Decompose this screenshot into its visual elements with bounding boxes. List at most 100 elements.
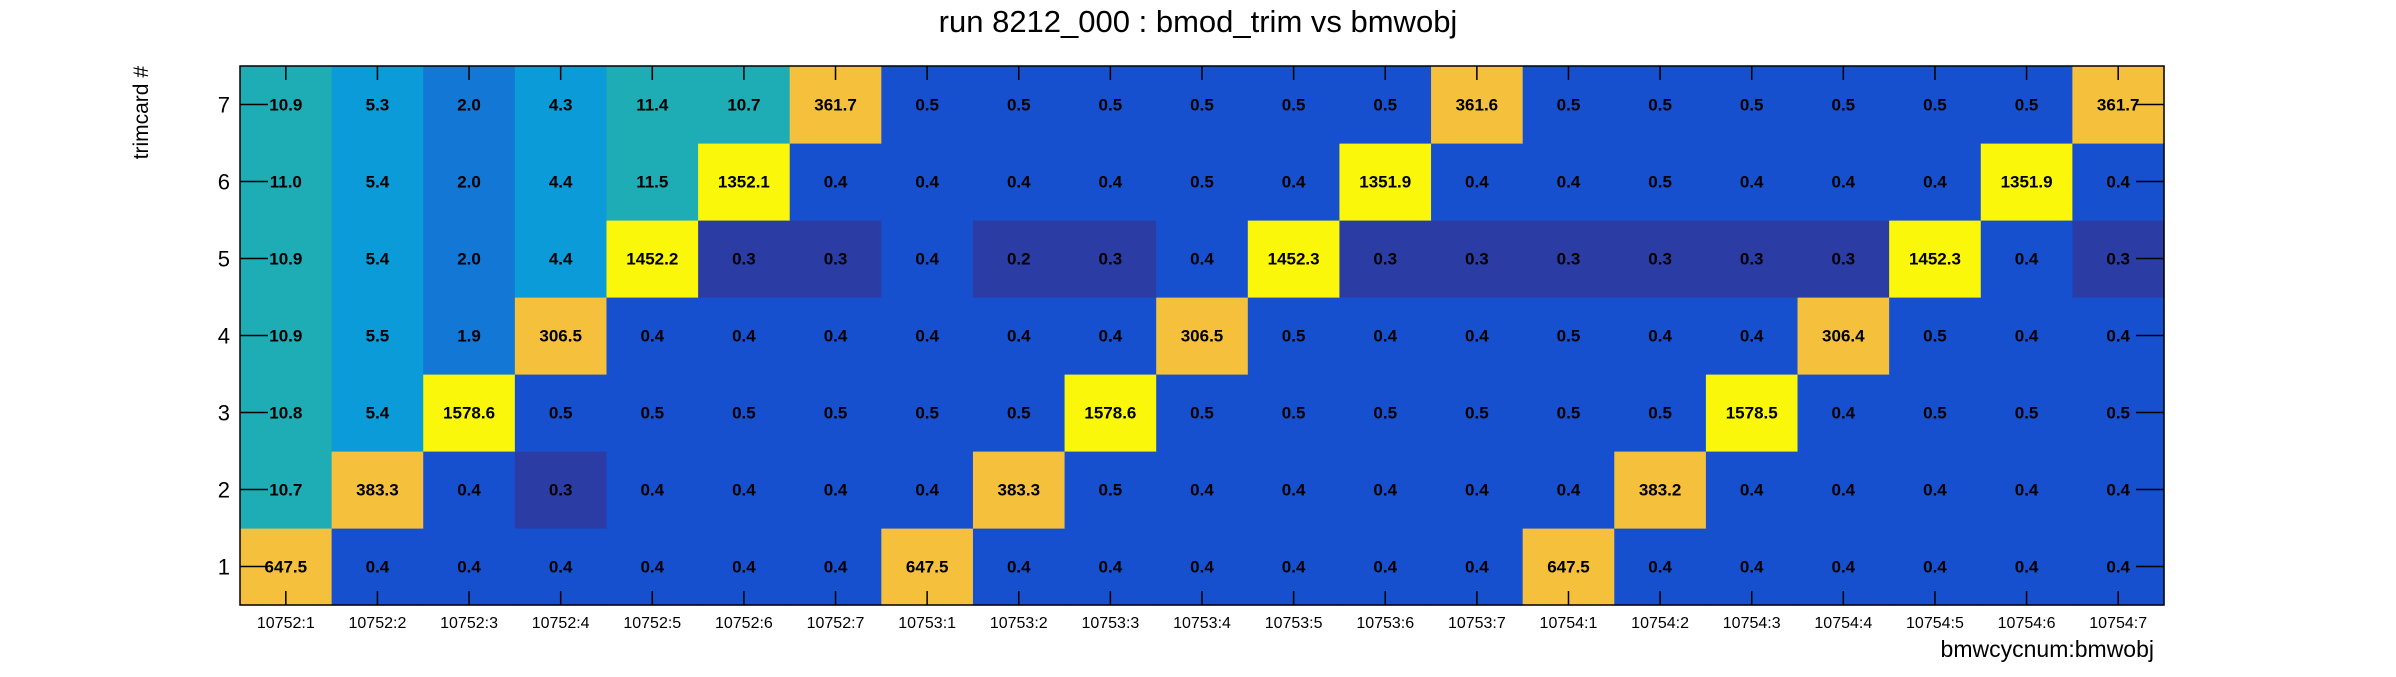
cell-value-label: 5.4 (366, 404, 390, 423)
heatmap-cell (1156, 143, 1249, 221)
cell-value-label: 1578.5 (1726, 404, 1778, 423)
cell-value-label: 0.5 (1557, 404, 1581, 423)
x-tick-label: 10752:2 (349, 615, 407, 632)
cell-value-label: 0.4 (2106, 558, 2130, 577)
cell-value-label: 0.4 (1648, 327, 1672, 346)
cell-value-label: 306.4 (1822, 327, 1865, 346)
cell-value-label: 0.5 (732, 404, 756, 423)
cell-value-label: 0.5 (1190, 96, 1214, 115)
cell-value-label: 4.4 (549, 173, 573, 192)
heatmap-cell (1614, 374, 1707, 452)
heatmap-cell (1064, 297, 1157, 375)
cell-value-label: 0.4 (457, 481, 481, 500)
heatmap-cell (881, 297, 974, 375)
x-tick-label: 10754:2 (1631, 615, 1689, 632)
cell-value-label: 0.4 (1648, 558, 1672, 577)
heatmap-cell (423, 451, 516, 529)
cell-value-label: 0.4 (824, 481, 848, 500)
cell-value-label: 2.0 (457, 173, 481, 192)
y-axis-label: trimcard # (130, 66, 153, 160)
cell-value-label: 0.4 (1373, 558, 1397, 577)
cell-value-label: 10.9 (269, 327, 302, 346)
cell-value-label: 0.4 (549, 558, 573, 577)
cell-value-label: 0.5 (915, 404, 939, 423)
heatmap-cell (1247, 374, 1341, 452)
x-tick-label: 10752:6 (715, 615, 773, 632)
x-tick-label: 10754:5 (1906, 615, 1964, 632)
cell-value-label: 0.3 (1373, 250, 1397, 269)
cell-value-label: 306.5 (1181, 327, 1224, 346)
cell-value-label: 361.7 (2097, 96, 2140, 115)
heatmap-cell (423, 220, 516, 298)
cell-value-label: 0.4 (2106, 173, 2130, 192)
cell-value-label: 0.5 (1648, 404, 1672, 423)
heatmap-cell (1889, 451, 1982, 529)
heatmap-cell (1064, 451, 1157, 529)
cell-value-label: 1452.2 (626, 250, 678, 269)
cell-value-label: 0.3 (1832, 250, 1856, 269)
heatmap-cell (1339, 451, 1432, 529)
cell-value-label: 0.4 (1832, 558, 1856, 577)
y-tick-label: 7 (218, 93, 230, 118)
heatmap-cell (1980, 374, 2073, 452)
cell-value-label: 0.5 (1007, 96, 1031, 115)
heatmap-cell (1064, 374, 1157, 452)
cell-value-label: 1351.9 (2001, 173, 2053, 192)
heatmap-cell (1522, 451, 1615, 529)
cell-value-label: 0.5 (1557, 327, 1581, 346)
cell-value-label: 0.4 (1282, 558, 1306, 577)
y-tick-label: 4 (218, 324, 230, 349)
cell-value-label: 1352.1 (718, 173, 770, 192)
heatmap-cell (331, 297, 424, 375)
heatmap-cell (1980, 297, 2073, 375)
x-tick-label: 10753:2 (990, 615, 1048, 632)
x-tick-label: 10752:3 (440, 615, 498, 632)
cell-value-label: 0.3 (1557, 250, 1581, 269)
cell-value-label: 0.5 (1282, 96, 1306, 115)
heatmap-cell (1156, 374, 1249, 452)
heatmap-cell (1614, 451, 1707, 529)
cell-value-label: 0.5 (1557, 96, 1581, 115)
cell-value-label: 0.3 (2106, 250, 2130, 269)
cell-value-label: 0.4 (1282, 481, 1306, 500)
heatmap-cell (1431, 374, 1524, 452)
cell-value-label: 0.5 (1190, 173, 1214, 192)
cell-value-label: 0.5 (549, 404, 573, 423)
heatmap-cell (972, 374, 1066, 452)
heatmap-cell (331, 143, 424, 221)
cell-value-label: 11.5 (636, 173, 668, 192)
heatmap-cell (698, 374, 791, 452)
cell-value-label: 0.4 (1099, 558, 1123, 577)
heatmap-cell (1064, 143, 1157, 221)
cell-value-label: 0.5 (640, 404, 664, 423)
chart-title: run 8212_000 : bmod_trim vs bmwobj (939, 4, 1458, 39)
cell-value-label: 0.4 (1282, 173, 1306, 192)
cell-value-label: 1452.3 (1909, 250, 1961, 269)
heatmap-cell (1247, 143, 1341, 221)
heatmap-cell (1156, 220, 1249, 298)
heatmap-cell (789, 297, 882, 375)
heatmap-cell (972, 143, 1066, 221)
cell-value-label: 0.4 (824, 173, 848, 192)
x-tick-label: 10754:3 (1723, 615, 1781, 632)
x-tick-label: 10754:4 (1814, 615, 1872, 632)
heatmap-cell (1247, 297, 1341, 375)
x-tick-label: 10753:6 (1356, 615, 1414, 632)
cell-value-label: 1351.9 (1359, 173, 1411, 192)
cell-value-label: 10.7 (727, 96, 760, 115)
y-tick-label: 5 (218, 247, 230, 272)
cell-value-label: 0.4 (915, 327, 939, 346)
heatmap-cell (789, 374, 882, 452)
cell-value-label: 647.5 (906, 558, 949, 577)
heatmap-cell (1797, 374, 1890, 452)
heatmap-cell (514, 143, 608, 221)
y-tick-labels: 1 2 3 4 5 6 7 (218, 93, 230, 580)
heatmap-cell (1431, 297, 1524, 375)
heatmap-cell (423, 374, 516, 452)
x-tick-label: 10754:6 (1998, 615, 2056, 632)
heatmap-cell (1522, 220, 1615, 298)
cell-value-label: 647.5 (1547, 558, 1590, 577)
cell-value-label: 2.0 (457, 96, 481, 115)
heatmap-cell (331, 374, 424, 452)
cell-value-label: 0.4 (732, 481, 756, 500)
